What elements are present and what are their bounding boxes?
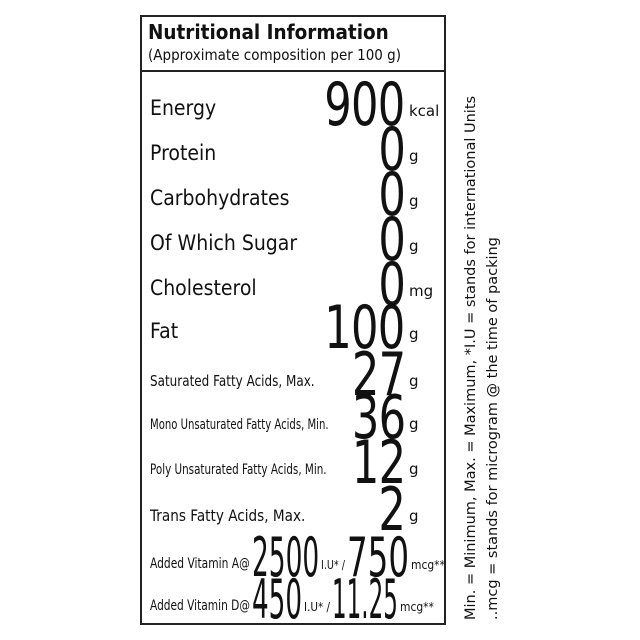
nutrient-value: 0 (378, 115, 405, 185)
vitamin-row: Added Vitamin D@ 450 I.U* /11.25 mcg** (150, 568, 446, 631)
nutrient-row: Trans Fatty Acids, Max. 2 g (0, 475, 640, 545)
nutrient-value: 900 (324, 70, 406, 140)
nutrient-unit: mg (409, 282, 434, 300)
vitamin-mcg-value: 11.25 (332, 568, 398, 631)
nutrient-unit: g (409, 372, 419, 390)
label-subtitle: (Approximate composition per 100 g) (148, 46, 402, 64)
nutrient-unit: g (409, 325, 419, 343)
nutrient-row: Protein 0 g (0, 115, 640, 185)
nutrient-row: Cholesterol 0 mg (0, 250, 640, 320)
nutrient-unit: kcal (409, 102, 440, 120)
nutrient-unit: g (409, 237, 419, 255)
nutrient-label: Mono Unsaturated Fatty Acids, Min. (150, 416, 329, 433)
nutrient-value: 0 (378, 160, 405, 230)
header-divider (140, 70, 446, 72)
vitamin-label: Added Vitamin D@ (150, 598, 250, 614)
nutrient-unit: g (409, 415, 419, 433)
nutrient-label: Fat (150, 318, 179, 343)
vitamin-label: Added Vitamin A@ (150, 556, 250, 572)
nutrient-value: 100 (324, 293, 406, 363)
nutrient-value: 27 (351, 340, 405, 410)
nutrient-unit: g (409, 460, 419, 478)
vitamin-row: Added Vitamin A@ 2500 I.U* /750 mcg** (150, 526, 446, 589)
footnote-line-1: Min. = Minimum, Max. = Maximum, *I.U = s… (463, 95, 479, 620)
nutrient-unit: g (409, 507, 419, 525)
nutrient-label: Poly Unsaturated Fatty Acids, Min. (150, 461, 327, 478)
nutrient-label: Saturated Fatty Acids, Max. (150, 371, 315, 390)
nutrient-value: 0 (378, 250, 405, 320)
nutrient-row: Energy 900 kcal (0, 70, 640, 140)
nutrition-label-border (140, 15, 446, 625)
nutrient-row: Carbohydrates 0 g (0, 160, 640, 230)
nutrient-label: Protein (150, 140, 217, 165)
vitamin-iu-unit: I.U* / (321, 558, 345, 572)
vitamin-iu-unit: I.U* / (304, 600, 330, 614)
vitamin-mcg-value: 750 (347, 526, 410, 589)
footnote-line-2: ..mcg = stands for microgram @ the time … (485, 237, 501, 620)
nutrient-value: 0 (378, 205, 405, 275)
nutrient-label: Cholesterol (150, 275, 257, 300)
nutrient-row: Of Which Sugar 0 g (0, 205, 640, 275)
label-title: Nutritional Information (148, 20, 389, 44)
vitamin-mcg-unit: mcg** (411, 558, 445, 572)
nutrient-label: Trans Fatty Acids, Max. (150, 505, 306, 525)
nutrient-value: 12 (351, 428, 405, 498)
nutrient-label: Energy (150, 95, 217, 120)
vitamin-iu-value: 450 (252, 568, 303, 631)
nutrient-label: Carbohydrates (150, 185, 290, 210)
nutrient-label: Of Which Sugar (150, 230, 298, 255)
nutrient-row: Fat 100 g (0, 293, 640, 363)
vitamin-iu-value: 2500 (252, 526, 320, 589)
nutrient-row: Mono Unsaturated Fatty Acids, Min. 36 g (0, 383, 640, 453)
nutrient-value: 2 (378, 475, 405, 545)
vitamin-mcg-unit: mcg** (400, 600, 434, 614)
nutrient-unit: g (409, 192, 419, 210)
footnotes: Min. = Minimum, Max. = Maximum, *I.U = s… (460, 96, 504, 620)
nutrient-unit: g (409, 147, 419, 165)
nutrient-value: 36 (351, 383, 405, 453)
nutrient-row: Saturated Fatty Acids, Max. 27 g (0, 340, 640, 410)
nutrient-row: Poly Unsaturated Fatty Acids, Min. 12 g (0, 428, 640, 498)
